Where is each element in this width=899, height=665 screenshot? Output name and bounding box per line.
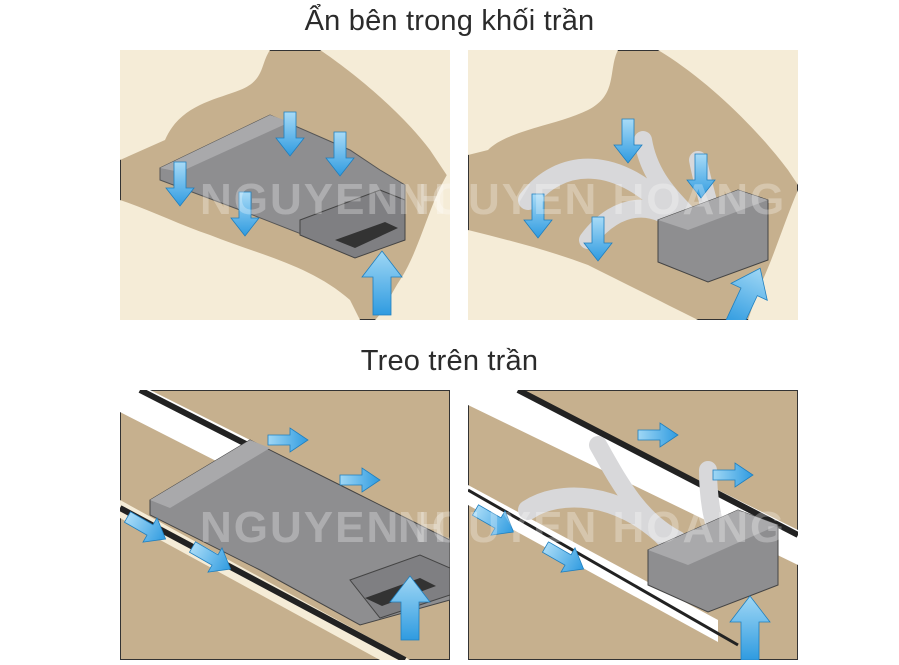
diagram-exposed-rigid: NGUYEN HOANG REE	[120, 390, 697, 660]
section-title-exposed: Treo trên trần	[360, 345, 539, 377]
diagram-exposed-flexible: NGUYEN HOANG REE	[398, 390, 895, 660]
diagram-concealed-rigid: NGUYEN HOANG REE	[120, 50, 697, 320]
diagram-concealed-flexible: NGUYEN HOANG REE	[398, 50, 895, 320]
section-title-concealed: Ẩn bên trong khối trần	[304, 5, 595, 37]
